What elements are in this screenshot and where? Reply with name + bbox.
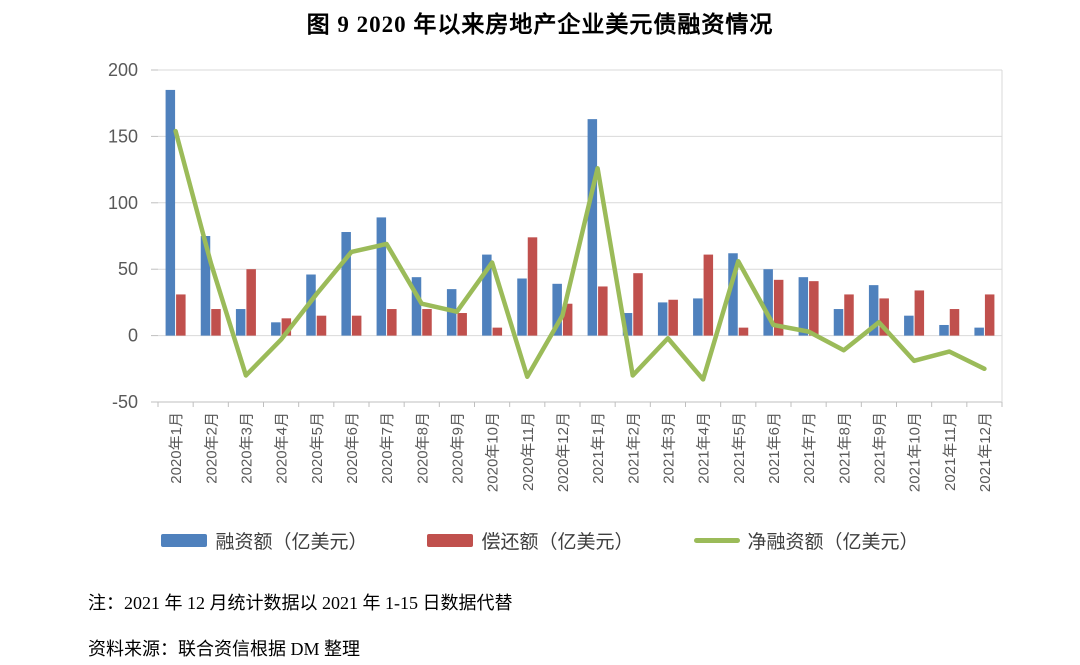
y-axis-label: -50	[112, 392, 138, 412]
y-axis-label: 50	[118, 259, 138, 279]
x-axis-label: 2021年11月	[942, 412, 959, 491]
financing-bar	[728, 253, 738, 336]
x-axis-label: 2020年8月	[414, 412, 431, 484]
repayment-bar	[527, 237, 538, 336]
chart-legend: 融资额（亿美元） 偿还额（亿美元） 净融资额（亿美元）	[0, 527, 1080, 554]
x-axis-label: 2021年5月	[731, 412, 748, 484]
legend-label-repayment: 偿还额（亿美元）	[481, 532, 634, 553]
repayment-bar	[211, 309, 221, 336]
repayment-bar	[738, 327, 749, 336]
repayment-bar	[879, 298, 889, 336]
repayment-bar	[773, 279, 784, 336]
repayment-bar	[562, 303, 573, 336]
repayment-bar	[984, 294, 995, 336]
repayment-bar	[914, 290, 925, 336]
financing-bar	[552, 283, 562, 336]
financing-bar	[517, 278, 527, 336]
x-axis-label: 2021年12月	[977, 412, 994, 492]
repayment-bar	[457, 313, 467, 336]
repayment-bar	[316, 315, 327, 336]
financing-bar	[482, 254, 492, 336]
x-axis-label: 2021年9月	[871, 412, 888, 484]
legend-item-repayment: 偿还额（亿美元）	[427, 527, 634, 554]
x-axis-label: 2020年9月	[449, 412, 466, 484]
repayment-bar	[281, 318, 292, 336]
repayment-bar	[176, 294, 186, 336]
financing-swatch-icon	[161, 534, 208, 547]
net-line-swatch-icon	[693, 538, 740, 543]
financing-bar	[200, 236, 211, 336]
repayment-bar	[422, 309, 432, 336]
x-axis-label: 2020年11月	[520, 412, 537, 491]
x-axis-label: 2021年7月	[801, 412, 818, 484]
financing-bar	[622, 313, 633, 336]
financing-bar	[411, 277, 422, 336]
x-axis-label: 2020年1月	[168, 412, 185, 484]
repayment-bar	[844, 294, 854, 336]
y-axis-label: 200	[108, 60, 138, 80]
financing-bar	[235, 309, 246, 336]
financing-bar	[306, 274, 316, 336]
financing-bar	[165, 89, 176, 336]
financing-bar	[657, 302, 668, 336]
financing-bar	[904, 315, 914, 336]
financing-bar	[868, 285, 879, 336]
x-axis-label: 2020年5月	[309, 412, 326, 484]
x-axis-label: 2021年2月	[625, 412, 642, 484]
repayment-bar	[598, 286, 608, 336]
x-axis-label: 2020年10月	[485, 412, 502, 492]
repayment-bar	[668, 299, 678, 336]
financing-bar	[693, 298, 703, 336]
repayment-bar	[949, 309, 960, 336]
financing-bar	[587, 119, 598, 336]
legend-label-net: 净融资额（亿美元）	[747, 532, 919, 553]
financing-bar	[763, 269, 773, 336]
repayment-bar	[246, 269, 256, 336]
financing-bar	[376, 217, 387, 336]
footnote: 注：2021 年 12 月统计数据以 2021 年 1-15 日数据代替	[88, 593, 513, 613]
financing-bar	[974, 327, 984, 336]
x-axis-label: 2021年1月	[590, 412, 607, 484]
x-axis-label: 2020年12月	[555, 412, 572, 492]
x-axis-label: 2021年10月	[907, 412, 924, 492]
legend-label-financing: 融资额（亿美元）	[215, 532, 368, 553]
y-axis-label: 100	[108, 193, 138, 213]
net-financing-line	[173, 128, 987, 382]
x-axis-label: 2021年6月	[766, 412, 783, 484]
x-axis-label: 2020年7月	[379, 412, 396, 484]
legend-item-financing: 融资额（亿美元）	[161, 527, 367, 554]
page-title: 图 9 2020 年以来房地产企业美元债融资情况	[306, 12, 774, 37]
source-note: 资料来源：联合资信根据 DM 整理	[88, 639, 361, 659]
repayment-bar	[809, 281, 819, 336]
financing-bar	[798, 277, 809, 336]
x-axis-label: 2020年6月	[344, 412, 361, 484]
repayment-bar	[351, 315, 362, 336]
repayment-swatch-icon	[427, 534, 474, 547]
y-axis-label: 150	[108, 126, 138, 146]
repayment-bar	[633, 273, 643, 336]
x-axis-label: 2020年2月	[203, 412, 220, 484]
financing-bar	[939, 324, 949, 336]
y-axis-label: 0	[128, 326, 138, 346]
x-axis-label: 2021年3月	[660, 412, 677, 484]
financing-bar	[341, 232, 351, 336]
x-axis-label: 2021年8月	[836, 412, 853, 484]
legend-item-net: 净融资额（亿美元）	[693, 527, 919, 554]
repayment-bar	[387, 309, 397, 336]
x-axis-label: 2021年4月	[696, 412, 713, 484]
x-axis-label: 2020年3月	[238, 412, 255, 484]
repayment-bar	[492, 327, 503, 336]
financing-bar	[833, 309, 844, 336]
x-axis-label: 2020年4月	[274, 412, 291, 484]
repayment-bar	[703, 254, 714, 336]
financing-bar	[271, 322, 281, 336]
